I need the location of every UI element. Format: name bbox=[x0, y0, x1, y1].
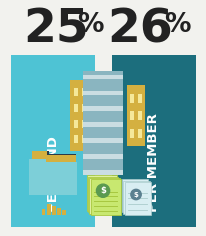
Bar bbox=[124, 182, 150, 215]
Bar bbox=[70, 80, 90, 151]
Bar bbox=[36, 151, 49, 156]
Text: PER MEMBER: PER MEMBER bbox=[147, 114, 160, 212]
Bar bbox=[36, 154, 75, 184]
Text: $: $ bbox=[100, 186, 105, 195]
Text: 25: 25 bbox=[23, 7, 88, 52]
Bar bbox=[52, 206, 56, 215]
Bar bbox=[74, 120, 78, 127]
Bar bbox=[47, 204, 50, 215]
Bar bbox=[130, 111, 133, 120]
Bar bbox=[130, 129, 133, 138]
Bar bbox=[74, 88, 78, 96]
Bar bbox=[83, 106, 122, 111]
Circle shape bbox=[130, 189, 140, 200]
Bar bbox=[82, 135, 86, 143]
Bar bbox=[29, 162, 76, 194]
Bar bbox=[83, 75, 122, 79]
Text: PER FUND: PER FUND bbox=[46, 137, 59, 212]
Bar bbox=[137, 94, 141, 103]
Bar bbox=[88, 177, 118, 212]
Bar bbox=[126, 85, 145, 146]
Bar bbox=[137, 111, 141, 120]
Bar bbox=[11, 55, 95, 227]
Bar bbox=[74, 135, 78, 143]
Text: $: $ bbox=[133, 191, 138, 198]
Bar bbox=[29, 159, 46, 164]
Bar bbox=[86, 175, 116, 211]
Bar bbox=[83, 170, 122, 175]
Circle shape bbox=[96, 184, 109, 197]
Bar bbox=[83, 138, 122, 143]
Bar bbox=[42, 209, 45, 215]
Bar bbox=[74, 104, 78, 112]
Bar bbox=[32, 151, 47, 157]
Text: 26: 26 bbox=[107, 7, 173, 52]
Bar bbox=[89, 178, 119, 214]
Bar bbox=[82, 120, 86, 127]
Bar bbox=[90, 179, 120, 215]
Bar bbox=[57, 208, 61, 215]
Bar bbox=[83, 71, 122, 175]
Bar bbox=[62, 210, 66, 215]
Bar bbox=[32, 155, 75, 189]
Bar bbox=[137, 129, 141, 138]
Bar bbox=[83, 91, 122, 95]
Bar bbox=[130, 94, 133, 103]
Bar bbox=[83, 122, 122, 127]
Bar bbox=[123, 181, 149, 214]
Bar bbox=[82, 104, 86, 112]
Bar bbox=[111, 55, 195, 227]
Bar bbox=[121, 179, 147, 212]
Bar bbox=[82, 88, 86, 96]
Bar bbox=[83, 154, 122, 159]
Text: %: % bbox=[164, 12, 190, 38]
Text: %: % bbox=[77, 12, 104, 38]
